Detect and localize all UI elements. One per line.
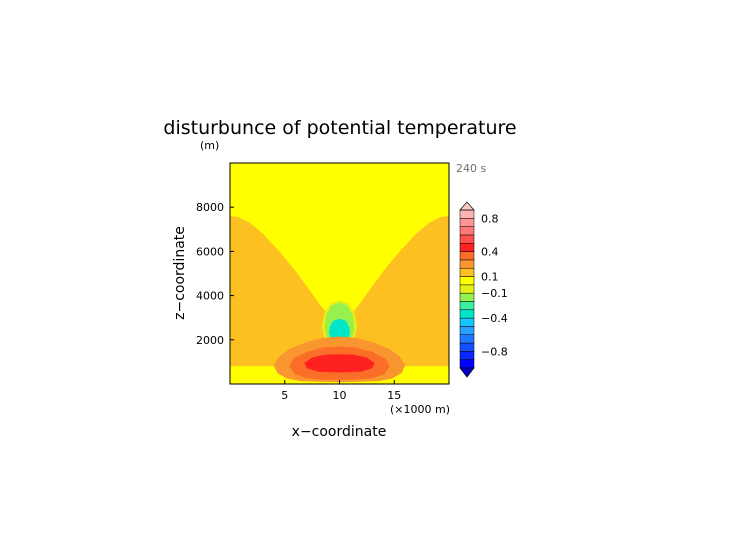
y-unit-label: (m) [200, 139, 219, 152]
colorbar-swatch [459, 267, 475, 277]
x-tick-label: 5 [281, 389, 288, 402]
colorbar-label: −0.8 [481, 345, 508, 358]
colorbar-swatch [459, 292, 475, 302]
colorbar-swatch [459, 309, 475, 319]
contour-region-2 [372, 369, 449, 384]
colorbar-swatch [459, 259, 475, 269]
x-tick-label: 15 [387, 389, 401, 402]
colorbar-swatch [459, 326, 475, 335]
colorbar-over-triangle [459, 201, 475, 211]
chart-title: disturbunce of potential temperature [163, 117, 516, 139]
plot-area [230, 163, 449, 384]
contour-regions [230, 216, 449, 384]
colorbar-swatch [459, 284, 475, 294]
colorbar-under-triangle [459, 367, 475, 378]
colorbar-swatch [459, 301, 475, 311]
y-tick-label: 6000 [196, 245, 224, 258]
colorbar-swatch [459, 218, 475, 227]
colorbar-swatch [459, 334, 475, 344]
y-tick-label: 8000 [196, 201, 224, 214]
time-label: 240 s [456, 162, 486, 175]
colorbar-swatch [459, 351, 475, 360]
colorbar-label: 0.4 [481, 246, 499, 259]
colorbar-swatch [459, 317, 475, 327]
colorbar-label: 0.1 [481, 271, 499, 284]
y-tick-label: 4000 [196, 290, 224, 303]
contour-region-5 [329, 318, 350, 341]
y-axis-ticks: 2000 4000 6000 8000 [196, 201, 234, 347]
y-axis-label: z−coordinate [172, 226, 188, 320]
colorbar-swatch [459, 276, 475, 286]
colorbar-labels: 0.8 0.4 0.1 −0.1 −0.4 −0.8 [481, 212, 508, 358]
contour-region-0 [230, 216, 449, 367]
colorbar-swatch [459, 342, 475, 352]
x-axis-label: x−coordinate [292, 424, 387, 440]
colorbar-label: −0.4 [481, 312, 508, 325]
colorbar-swatch [459, 209, 475, 219]
contour-region-1 [230, 369, 307, 384]
x-unit-label: (×1000 m) [390, 403, 450, 416]
colorbar-swatch [459, 251, 475, 261]
x-axis-ticks: 5 10 15 [281, 380, 401, 402]
colorbar-label: −0.1 [481, 287, 508, 300]
colorbar-swatch [459, 226, 475, 236]
colorbar-swatch [459, 243, 475, 252]
colorbar-swatch [459, 234, 475, 244]
colorbar [459, 201, 475, 378]
colorbar-swatch [459, 359, 475, 369]
colorbar-label: 0.8 [481, 212, 499, 225]
x-tick-label: 10 [333, 389, 347, 402]
contour-region-8 [304, 354, 375, 373]
y-tick-label: 2000 [196, 334, 224, 347]
